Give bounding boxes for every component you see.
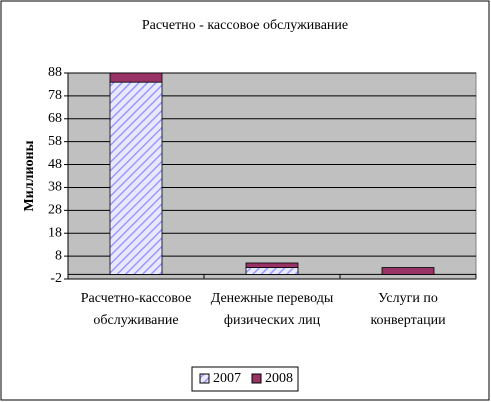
bar-segment [245, 267, 299, 275]
bar-segment [109, 72, 163, 83]
legend-box [191, 366, 299, 392]
x-tick-label: Денежные переводы физических лиц [210, 291, 334, 328]
x-tick-label: Расчетно-кассовое обслуживание [80, 291, 192, 328]
y-tick-label: 88 [48, 65, 62, 80]
y-tick-label: 28 [48, 203, 62, 218]
bar-segment [109, 81, 163, 275]
bar-segment [245, 262, 299, 268]
legend-swatch [199, 373, 210, 384]
y-tick-label: 18 [48, 225, 62, 240]
legend-swatch [251, 373, 262, 384]
y-tick-label: 48 [48, 157, 62, 172]
y-axis-label: Миллионы [22, 140, 37, 211]
y-tick-label: 78 [48, 88, 62, 103]
legend-label: 2007 [213, 371, 241, 386]
chart-title: Расчетно - кассовое обслуживание [142, 18, 348, 33]
y-tick-label: 58 [48, 134, 62, 149]
legend-label: 2008 [265, 371, 293, 386]
y-tick-label: 38 [48, 180, 62, 195]
bar-segment [381, 267, 435, 275]
y-tick-label: 8 [55, 248, 62, 263]
y-tick-label: -2 [50, 271, 62, 286]
x-tick-label: Услуги по конвертации [370, 291, 446, 328]
y-tick-label: 68 [48, 111, 62, 126]
